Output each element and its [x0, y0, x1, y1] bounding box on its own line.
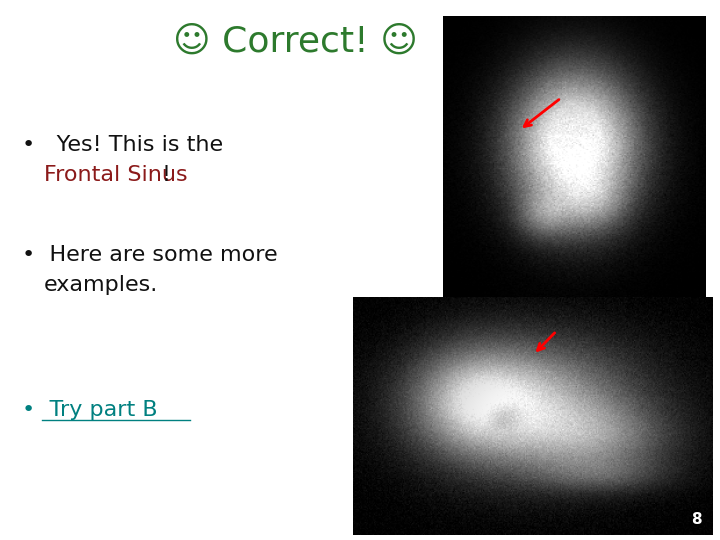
Text: examples.: examples. — [44, 275, 158, 295]
Text: •  Try part B: • Try part B — [22, 400, 158, 420]
Text: 8: 8 — [691, 512, 702, 528]
Text: •  Here are some more: • Here are some more — [22, 245, 278, 265]
Text: •   Yes! This is the: • Yes! This is the — [22, 135, 223, 155]
Text: Frontal Sinus: Frontal Sinus — [44, 165, 188, 185]
Text: !: ! — [162, 165, 171, 185]
Text: ☺ Correct! ☺: ☺ Correct! ☺ — [173, 25, 418, 59]
